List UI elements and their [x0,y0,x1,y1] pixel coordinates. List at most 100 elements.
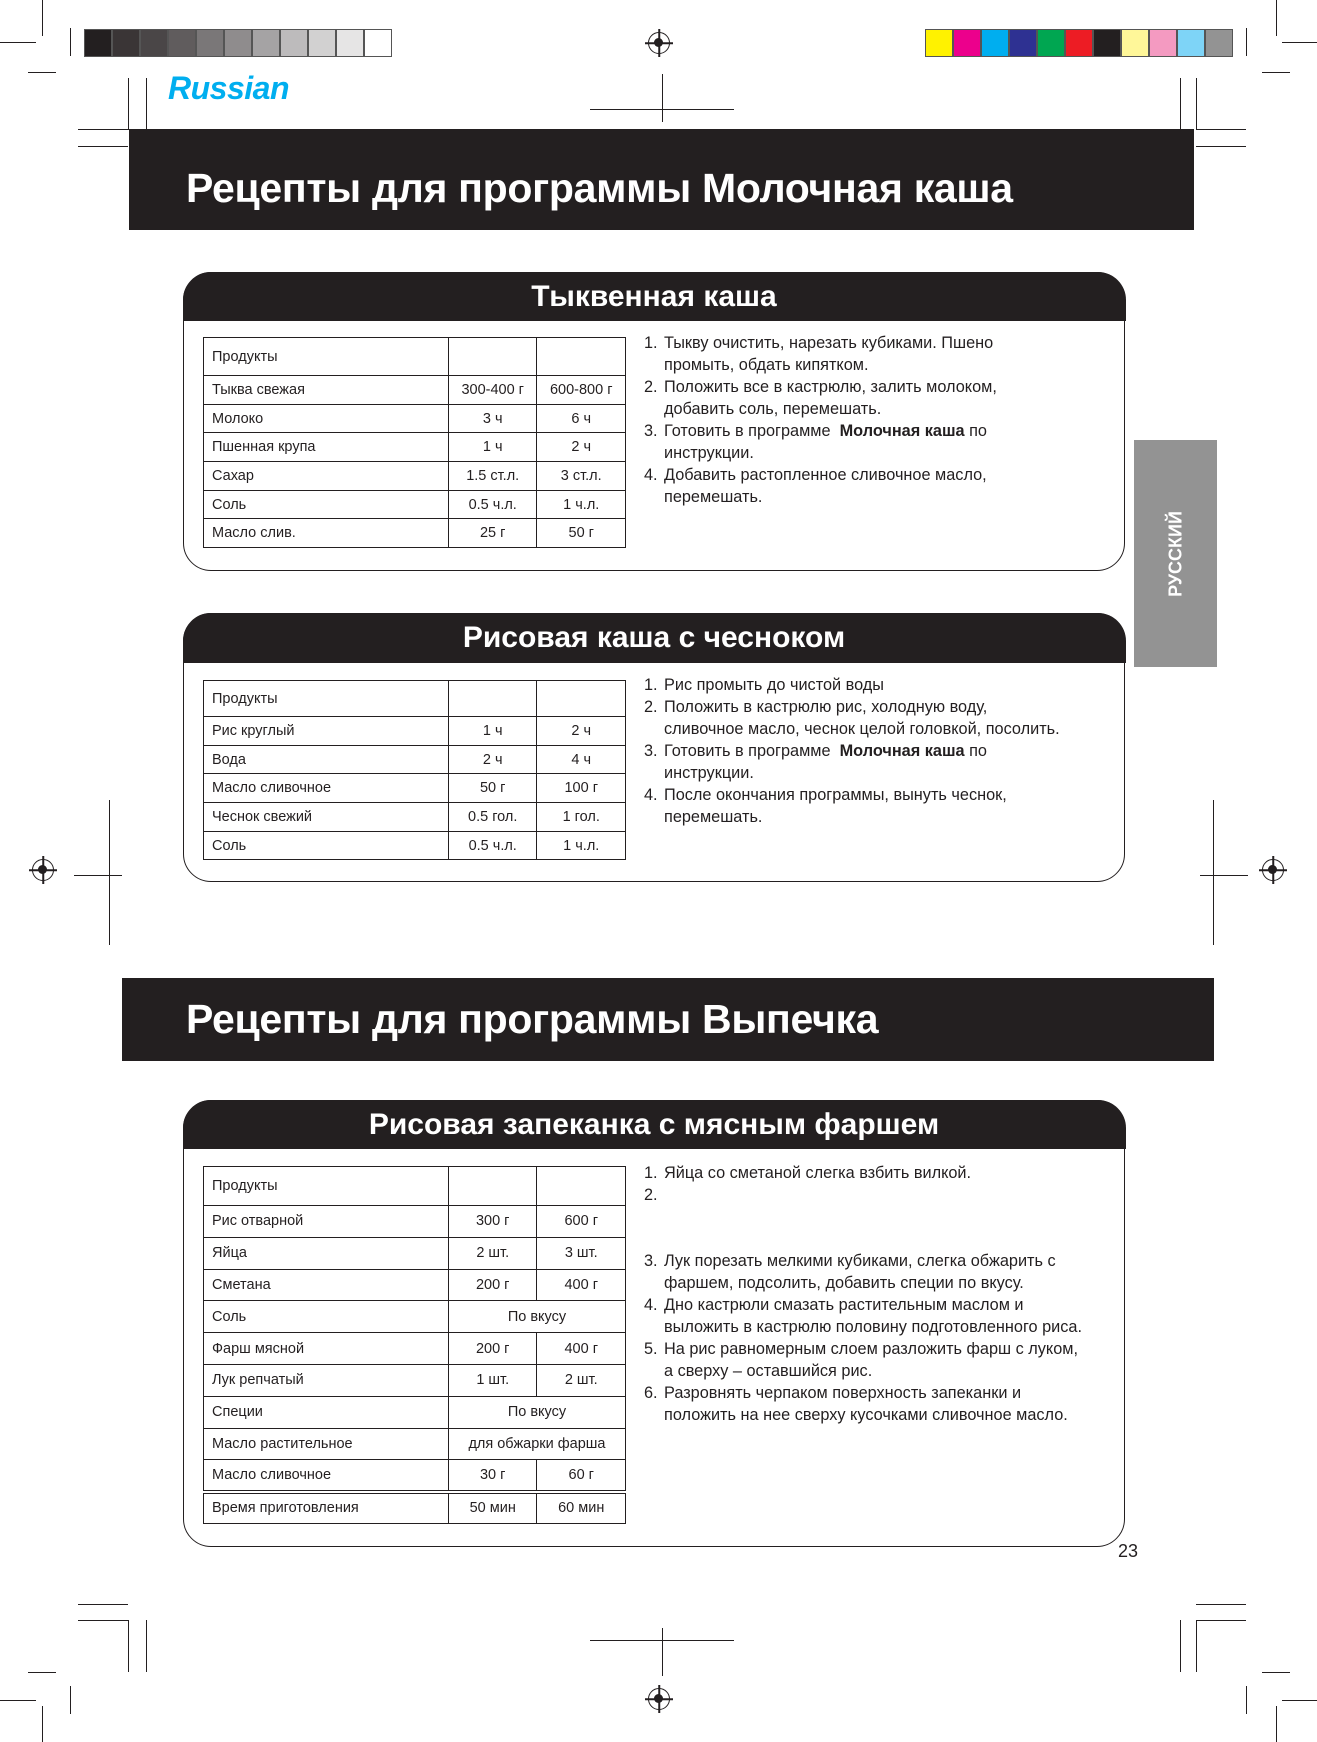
table-row: Сахар 1.5 ст.л. 3 ст.л. [203,461,626,491]
color-swatch [1177,29,1205,57]
instruction-step: 4. После окончания программы, вынуть чесн… [644,784,1060,828]
table-row: Масло сливочное 30 г 60 г [203,1459,626,1493]
recipe-card-rice-casserole: Рисовая запеканка с мясным фаршем Продукт… [182,1099,1126,1547]
table-row: Чеснок свежий 0.5 гол. 1 гол. [203,802,626,832]
quantity-cell: 300 г [447,1205,538,1238]
quantity-cell: 200 г [447,1332,538,1365]
step-text: Разровнять черпаком поверхность запеканк… [664,1384,1022,1402]
table-row: Лук репчатый 1 шт. 2 шт. [203,1363,626,1397]
ingredient-cell: Молоко [203,403,449,434]
step-number: 2. [644,378,658,396]
color-swatch [196,29,224,57]
quantity-cell: По вкусу [447,1300,627,1334]
color-swatch [925,29,953,57]
table-row: Время приготовления 50 мин 60 мин [203,1489,626,1524]
quantity-cell: 60 мин [536,1489,626,1524]
table-row: Сметана 200 г 400 г [203,1268,626,1302]
ingredients-table: Продукты Рис отварной 300 г 600 г Яйца 2 шт. 3… [203,1166,627,1524]
table-header-row: Продукты [203,1166,626,1206]
step-text: фаршем, подсолить, добавить специи по вк… [664,1274,1024,1292]
color-swatch [168,29,196,57]
quantity-cell: 30 г [447,1459,538,1493]
page-number: 23 [1118,1541,1139,1561]
ingredient-cell: Масло слив. [203,518,449,549]
instruction-step: 3. Готовить в программе Молочная каша по и… [644,420,997,464]
quantity-cell: 400 г [536,1332,626,1365]
language-label: Russian [168,70,289,106]
table-row: Соль 0.5 ч.л. 1 ч.л. [203,830,626,861]
color-swatch [1065,29,1093,57]
instruction-step: 1. Яйца со сметаной слегка взбить вилкой. [644,1162,1082,1184]
header-cell [536,337,626,376]
instruction-step: 5. На рис равномерным слоем разложить фар… [644,1338,1082,1382]
quantity-cell: 1 ч [447,716,538,746]
quantity-cell: 200 г [447,1268,538,1302]
quantity-cell: 3 шт. [536,1236,626,1270]
step-line: Яйца со сметаной слегка взбить вилкой. [664,1162,971,1184]
header-cell: Продукты [203,337,449,376]
side-tab-label: РУССКИЙ [1165,510,1185,597]
program-name: Молочная каша [839,422,965,440]
ingredient-cell: Пшенная крупа [203,432,449,463]
quantity-cell: 1 ч.л. [536,489,626,520]
quantity-cell: 4 ч [536,744,626,775]
color-swatch [981,29,1009,57]
step-line: Дно кастрюли смазать растительным маслом… [664,1294,1082,1316]
step-line: промыть, обдать кипятком. [664,354,993,376]
quantity-cell: 300-400 г [447,375,538,405]
color-swatch [1037,29,1065,57]
step-number: 3. [644,422,658,440]
step-number: 6. [644,1384,658,1402]
ingredient-cell: Время приготовления [203,1489,449,1524]
section-title: Рецепты для программы Молочная каша [186,165,1013,211]
step-line: инструкции. [664,762,987,784]
table-header-row: Продукты [203,680,626,717]
ingredient-cell: Масло растительное [203,1427,449,1461]
table-row: Рис отварной 300 г 600 г [203,1205,626,1238]
step-text: Дно кастрюли смазать растительным маслом… [664,1296,1024,1314]
ingredient-cell: Масло сливочное [203,1459,449,1493]
step-text: перемешать. [664,808,763,826]
section-title: Рецепты для программы Выпечка [186,996,879,1042]
step-line: Добавить растопленное сливочное масло, [664,464,987,486]
step-number: 1. [644,334,658,352]
instruction-step: 4. Дно кастрюли смазать растительным масл… [644,1294,1082,1338]
quantity-cell: 6 ч [536,403,626,434]
ingredient-cell: Соль [203,830,449,861]
instruction-step: 6. Разровнять черпаком поверхность запека… [644,1382,1082,1426]
header-cell [536,1166,626,1206]
color-swatch [1009,29,1037,57]
table-row: Соль 0.5 ч.л. 1 ч.л. [203,489,626,520]
table-row: Тыква свежая 300-400 г 600-800 г [203,375,626,405]
quantity-cell: 2 шт. [536,1363,626,1397]
step-line: а сверху – оставшийся рис. [664,1360,1078,1382]
quantity-cell: 50 г [536,518,626,549]
color-swatch [308,29,336,57]
step-number: 4. [644,1296,658,1314]
language-side-tab: РУССКИЙ [1134,440,1217,667]
step-line: Рис промыть до чистой воды [664,674,884,696]
step-text: а сверху – оставшийся рис. [664,1362,873,1380]
color-swatch [1149,29,1177,57]
step-number: 2. [644,698,658,716]
color-swatch [112,29,140,57]
quantity-cell: для обжарки фарша [447,1427,627,1461]
step-line: добавить соль, перемешать. [664,398,997,420]
step-line: На рис равномерным слоем разложить фарш … [664,1338,1078,1360]
instruction-step: 3. Лук порезать мелкими кубиками, слегка … [644,1250,1082,1294]
ingredient-cell: Сахар [203,461,449,491]
step-text: Положить все в кастрюлю, залить молоком, [664,378,997,396]
registration-mark-icon [648,32,670,54]
ingredient-cell: Тыква свежая [203,375,449,405]
instruction-step: 2. Положить в кастрюлю рис, холодную воду… [644,696,1060,740]
step-text: Готовить в программе [664,742,840,760]
step-line: выложить в кастрюлю половину подготовлен… [664,1316,1082,1338]
color-swatch [953,29,981,57]
quantity-cell: 600 г [536,1205,626,1238]
step-text: Яйца со сметаной слегка взбить вилкой. [664,1164,972,1182]
table-row: Соль По вкусу [203,1300,627,1334]
ingredient-cell: Специи [203,1395,449,1429]
step-number: 3. [644,1252,658,1270]
quantity-cell: 1 шт. [447,1363,538,1397]
